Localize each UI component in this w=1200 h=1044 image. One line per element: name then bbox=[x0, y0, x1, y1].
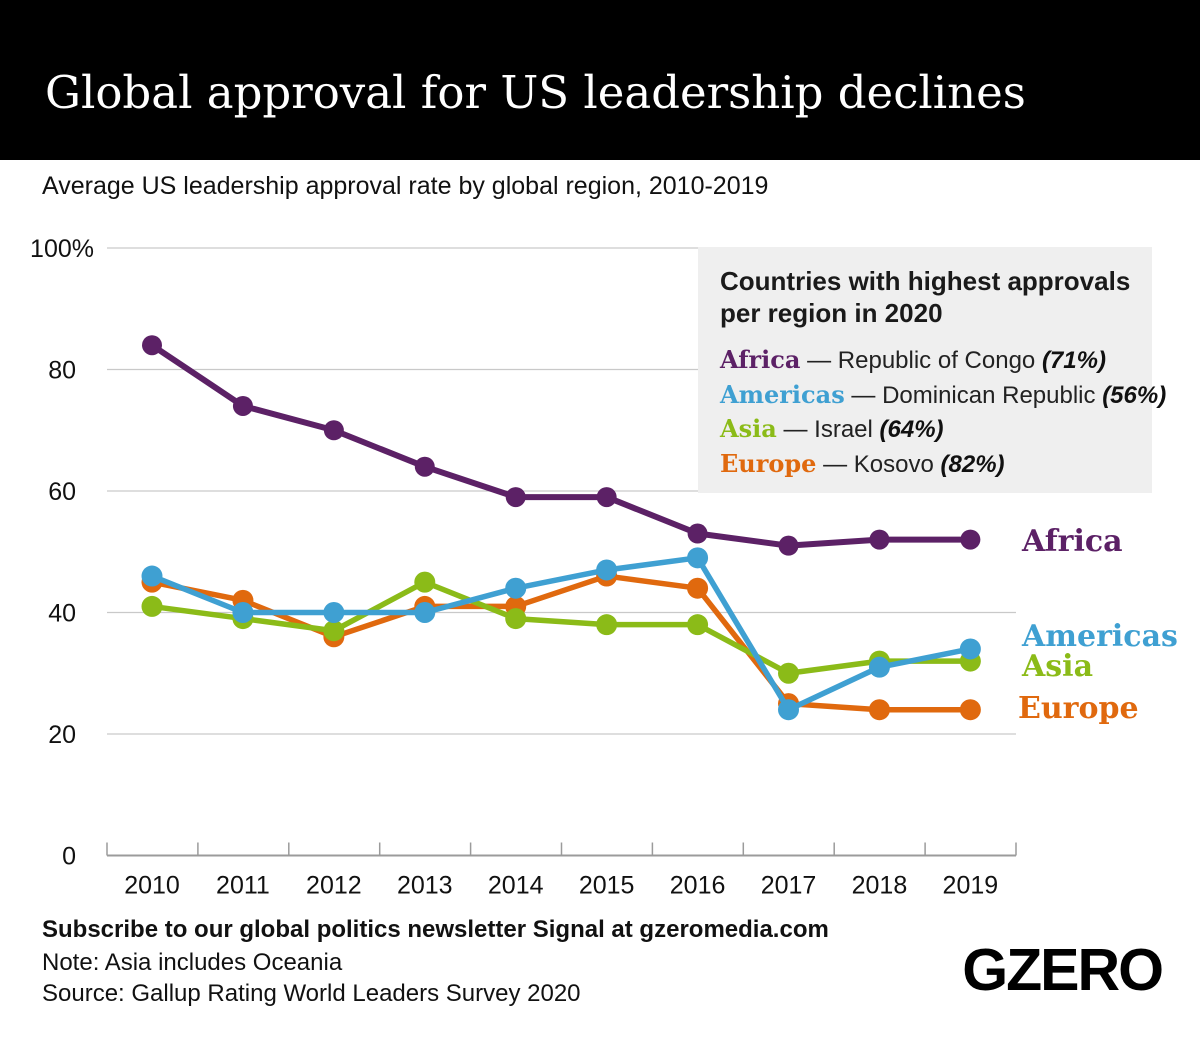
legend-value: (71%) bbox=[1041, 347, 1106, 374]
x-axis-label-2010: 2010 bbox=[124, 872, 180, 900]
series-label-asia: Asia bbox=[1022, 649, 1094, 684]
legend-value: (64%) bbox=[879, 416, 944, 443]
point-africa-2014 bbox=[505, 487, 526, 508]
point-americas-2015 bbox=[596, 559, 618, 581]
legend-region-name: Africa bbox=[720, 345, 801, 374]
x-axis-label-2016: 2016 bbox=[670, 872, 726, 900]
point-asia-2014 bbox=[505, 608, 527, 630]
point-americas-2019 bbox=[959, 638, 981, 660]
legend-country: Israel bbox=[814, 416, 880, 443]
point-americas-2018 bbox=[868, 656, 890, 678]
point-africa-2016 bbox=[687, 523, 708, 544]
x-axis-label-2015: 2015 bbox=[579, 872, 635, 900]
point-africa-2013 bbox=[414, 456, 435, 477]
footer-subscribe-text: Subscribe to our global politics newslet… bbox=[42, 916, 829, 943]
point-asia-2017 bbox=[778, 662, 800, 684]
line-chart: 100% 80 60 40 20 0 2010 2011 2012 2013 2014 2015 201… bbox=[30, 235, 1017, 900]
legend-dash: — bbox=[776, 416, 815, 443]
point-africa-2019 bbox=[960, 529, 981, 550]
point-americas-2014 bbox=[505, 577, 527, 599]
legend-dash: — bbox=[844, 381, 883, 409]
y-axis-label-40: 40 bbox=[48, 600, 76, 628]
y-axis-label-0: 0 bbox=[62, 843, 76, 871]
y-axis-label-20: 20 bbox=[48, 721, 76, 749]
legend-entry-africa: Africa — Republic of Congo (71%) bbox=[720, 343, 1152, 378]
legend-entry-asia: Asia — Israel (64%) bbox=[720, 412, 1152, 447]
y-axis-label-60: 60 bbox=[48, 478, 76, 506]
point-africa-2015 bbox=[596, 487, 617, 508]
x-axis-label-2013: 2013 bbox=[397, 872, 453, 900]
point-americas-2011 bbox=[232, 602, 254, 623]
point-asia-2010 bbox=[141, 595, 163, 617]
point-americas-2017 bbox=[778, 699, 800, 721]
footer-note: Note: Asia includes Oceania bbox=[42, 949, 343, 976]
point-africa-2018 bbox=[869, 529, 890, 550]
gzero-logo: GZERO bbox=[962, 937, 1164, 1003]
line-asia bbox=[149, 579, 974, 676]
x-axis-label-2018: 2018 bbox=[852, 872, 908, 900]
series-label-europe: Europe bbox=[1018, 691, 1139, 726]
legend-entry-europe: Europe — Kosovo (82%) bbox=[720, 447, 1152, 482]
line-americas bbox=[149, 555, 974, 713]
point-europe-2016 bbox=[687, 577, 709, 599]
point-africa-2011 bbox=[232, 395, 253, 416]
page-title: Global approval for US leadership declin… bbox=[45, 66, 1026, 119]
point-africa-2010 bbox=[142, 335, 162, 356]
legend-country: Kosovo bbox=[853, 450, 941, 478]
point-americas-2016 bbox=[687, 547, 709, 569]
legend-entry-americas: Americas — Dominican Republic (56%) bbox=[720, 378, 1166, 413]
y-axis-label-80: 80 bbox=[48, 357, 76, 385]
point-americas-2012 bbox=[323, 602, 345, 623]
legend-country: Republic of Congo bbox=[837, 347, 1042, 374]
legend-dash: — bbox=[800, 347, 838, 374]
point-americas-2013 bbox=[414, 602, 436, 623]
line-europe bbox=[149, 573, 974, 713]
x-axis-label-2019: 2019 bbox=[943, 872, 999, 900]
highest-approvals-info-box: Countries with highest approvals per reg… bbox=[698, 247, 1166, 493]
series-label-africa: Africa bbox=[1022, 524, 1123, 559]
legend-region-name: Asia bbox=[720, 414, 777, 443]
x-axis-label-2014: 2014 bbox=[488, 872, 544, 900]
series-label-americas: Americas bbox=[1022, 619, 1178, 654]
header-bar: Global approval for US leadership declin… bbox=[0, 0, 1200, 160]
point-africa-2017 bbox=[778, 535, 799, 556]
point-americas-2010 bbox=[141, 565, 163, 587]
x-axis-label-2011: 2011 bbox=[216, 872, 270, 900]
point-asia-2015 bbox=[596, 614, 618, 636]
x-axis-label-2017: 2017 bbox=[761, 872, 817, 900]
line-africa bbox=[149, 342, 974, 549]
point-europe-2018 bbox=[868, 699, 890, 721]
legend-region-name: Europe bbox=[720, 448, 817, 478]
info-box-title: Countries with highest approvals per reg… bbox=[720, 266, 1131, 328]
footer-source: Source: Gallup Rating World Leaders Surv… bbox=[42, 980, 581, 1007]
x-axis-label-2012: 2012 bbox=[306, 872, 362, 900]
legend-country: Dominican Republic bbox=[882, 381, 1103, 409]
point-asia-2012 bbox=[323, 620, 345, 642]
chart-subtitle: Average US leadership approval rate by g… bbox=[42, 172, 769, 200]
point-europe-2019 bbox=[959, 699, 981, 721]
point-asia-2013 bbox=[414, 571, 436, 593]
legend-value: (56%) bbox=[1102, 381, 1167, 409]
y-axis-label-100: 100% bbox=[30, 235, 94, 263]
info-box-entries: Africa — Republic of Congo (71%) Americas… bbox=[720, 343, 1166, 482]
legend-region-name: Americas bbox=[720, 379, 845, 409]
point-asia-2016 bbox=[687, 614, 709, 636]
point-africa-2012 bbox=[323, 420, 344, 441]
legend-dash: — bbox=[816, 450, 854, 478]
legend-value: (82%) bbox=[940, 450, 1005, 478]
